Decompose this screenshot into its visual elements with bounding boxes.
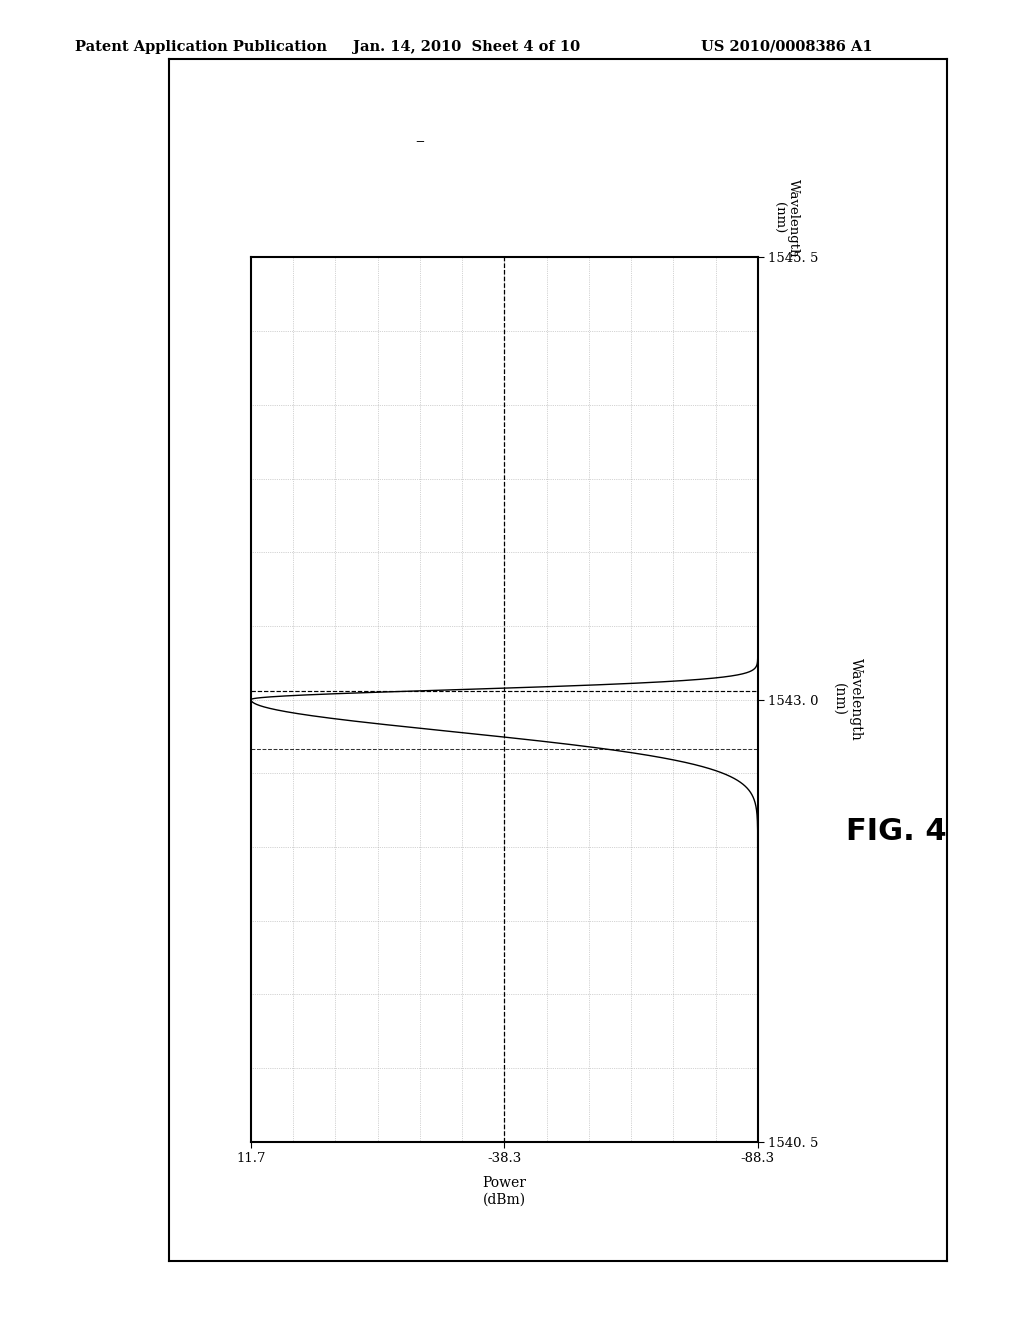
Text: –: –: [416, 132, 424, 150]
Text: Jan. 14, 2010  Sheet 4 of 10: Jan. 14, 2010 Sheet 4 of 10: [353, 40, 581, 54]
Y-axis label: Wavelength
(nm): Wavelength (nm): [833, 659, 863, 741]
Text: US 2010/0008386 A1: US 2010/0008386 A1: [701, 40, 873, 54]
Text: FIG. 4: FIG. 4: [846, 817, 946, 846]
Text: Patent Application Publication: Patent Application Publication: [75, 40, 327, 54]
Text: Wavelength
(nm): Wavelength (nm): [772, 178, 801, 257]
X-axis label: Power
(dBm): Power (dBm): [482, 1176, 526, 1206]
